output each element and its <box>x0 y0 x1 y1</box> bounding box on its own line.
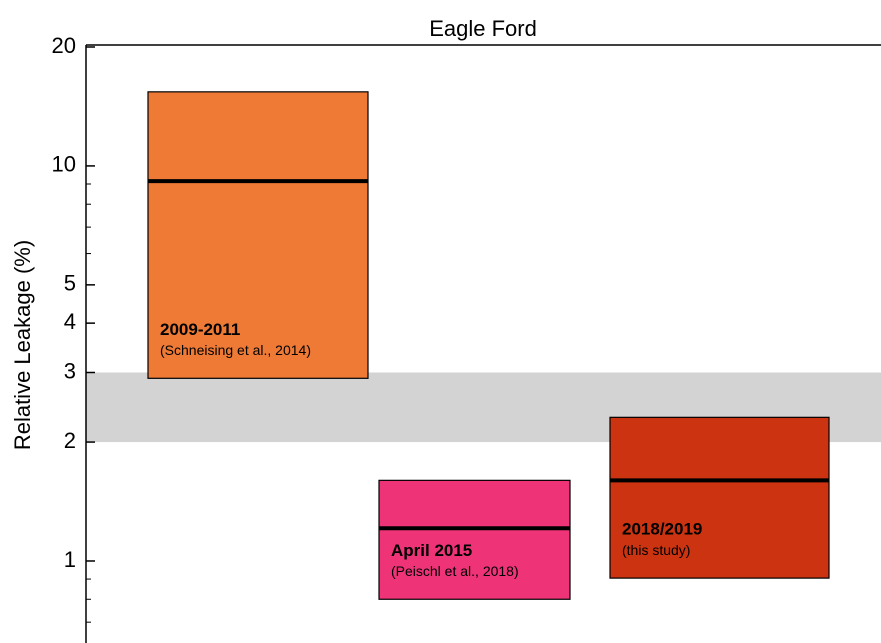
y-tick-label: 2 <box>64 428 76 453</box>
y-tick-label: 3 <box>64 358 76 383</box>
box-note: (this study) <box>622 542 690 558</box>
y-tick-label: 4 <box>64 309 76 334</box>
range-box <box>147 91 369 379</box>
y-tick-label: 1 <box>64 547 76 572</box>
box-note: (Schneising et al., 2014) <box>160 342 311 358</box>
range-box <box>378 479 571 600</box>
box-note: (Peischl et al., 2018) <box>391 563 519 579</box>
box-label: April 2015 <box>391 541 472 560</box>
y-axis-label: Relative Leakage (%) <box>10 240 35 450</box>
y-tick-label: 5 <box>64 271 76 296</box>
range-box <box>609 416 830 579</box>
y-tick-label: 20 <box>52 33 76 58</box>
box-label: 2009-2011 <box>160 320 240 339</box>
y-tick-label: 10 <box>52 152 76 177</box>
box-label: 2018/2019 <box>622 520 702 539</box>
chart-title: Eagle Ford <box>429 16 537 41</box>
